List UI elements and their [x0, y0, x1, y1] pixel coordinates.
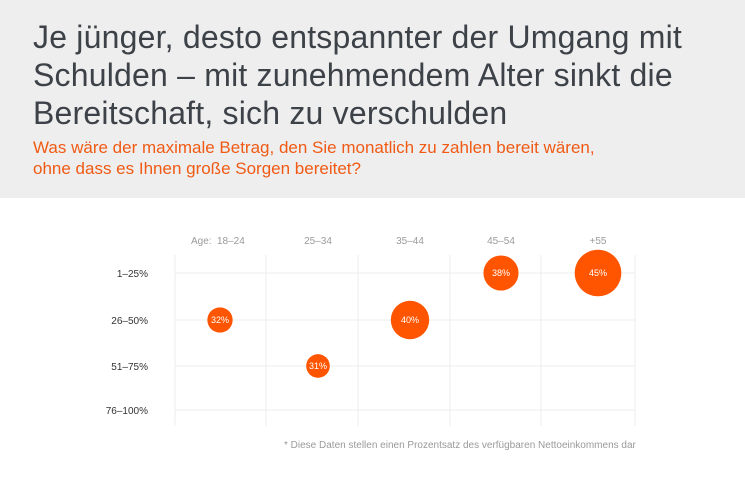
chart-grid: [174, 255, 636, 426]
x-axis-labels: Age: 18–24 25–34 35–44 45–54 +55: [191, 236, 607, 247]
bubble-4: [574, 249, 622, 297]
bubble-chart: Age: 18–24 25–34 35–44 45–54 +55 1–25% 26–50% 5…: [106, 236, 636, 426]
y-tick-label-3: 76–100%: [106, 406, 148, 417]
bubble-label-0: 32%: [211, 315, 229, 325]
bubble-0: [207, 307, 233, 333]
page-subtitle: Was wäre der maximale Betrag, den Sie mo…: [33, 138, 595, 178]
bubble-3: [483, 255, 519, 291]
x-tick-label-3: 45–54: [487, 236, 515, 247]
header-band: Je jünger, desto entspannter der Umgang …: [0, 0, 745, 198]
bubble-label-4: 45%: [589, 268, 607, 278]
y-axis-labels: 1–25% 26–50% 51–75% 76–100%: [106, 269, 148, 417]
bubbles: 32% 31% 40% 38% 45%: [207, 249, 622, 378]
x-axis-prefix: Age:: [191, 236, 212, 247]
x-tick-label-0: 18–24: [217, 236, 245, 247]
x-tick-label-1: 25–34: [304, 236, 332, 247]
bubble-2: [390, 300, 430, 340]
x-tick-label-2: 35–44: [396, 236, 424, 247]
y-tick-label-2: 51–75%: [111, 362, 148, 373]
page-title: Je jünger, desto entspannter der Umgang …: [33, 19, 682, 131]
bubble-label-3: 38%: [492, 268, 510, 278]
bubble-label-2: 40%: [401, 315, 419, 325]
bubble-label-1: 31%: [309, 361, 327, 371]
bubble-1: [306, 354, 330, 378]
x-tick-label-4: +55: [590, 236, 607, 247]
footnote: * Diese Daten stellen einen Prozentsatz …: [284, 440, 636, 451]
y-tick-label-0: 1–25%: [117, 269, 148, 280]
y-tick-label-1: 26–50%: [111, 316, 148, 327]
